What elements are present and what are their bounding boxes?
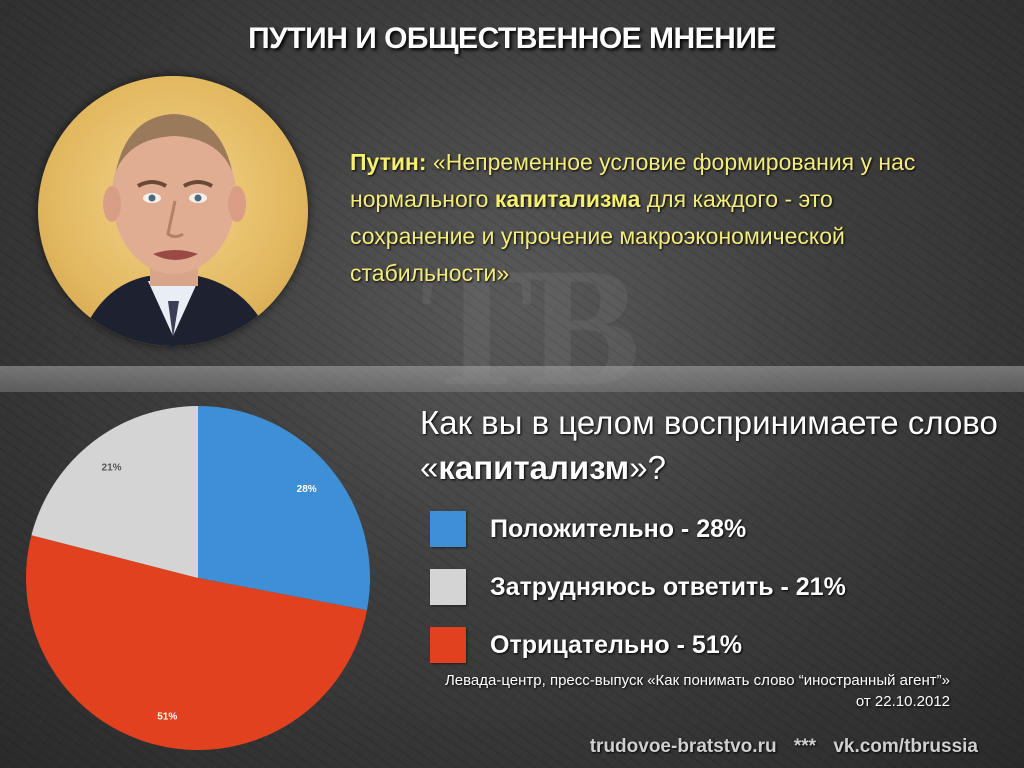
quote-speaker: Путин: — [350, 149, 427, 175]
source-line1: Левада-центр, пресс-выпуск «Как понимать… — [444, 672, 950, 689]
footer: trudovoe-bratstvo.ru *** vk.com/tbrussia — [584, 736, 984, 758]
legend-label-negative: Отрицательно - 51% — [490, 630, 742, 659]
footer-vk-link[interactable]: vk.com/tbrussia — [833, 736, 978, 757]
quote-text-part2: для каждого - это сохранение и упрочение… — [350, 186, 845, 286]
quote-highlight: капитализма — [494, 186, 641, 212]
source-line2: от 22.10.2012 — [855, 693, 950, 710]
footer-separator: *** — [793, 736, 817, 757]
pie-slice-label-0: 28% — [297, 484, 317, 495]
legend-item-positive: Положительно - 28% — [430, 500, 846, 558]
question-highlight: капитализм — [438, 449, 630, 486]
legend-item-undecided: Затрудняюсь ответить - 21% — [430, 558, 846, 616]
source-note: Левада-центр, пресс-выпуск «Как понимать… — [420, 670, 950, 712]
pie-chart: 28% 51% 21% — [25, 406, 370, 751]
legend-label-positive: Положительно - 28% — [490, 514, 747, 543]
pie-slice-0 — [198, 406, 370, 611]
pie-slice-label-2: 21% — [102, 463, 122, 474]
divider-band — [0, 366, 1024, 392]
quote-text-part1: «Непременное условие формирования у нас … — [350, 149, 916, 212]
page-title: ПУТИН И ОБЩЕСТВЕННОЕ МНЕНИЕ — [248, 22, 776, 55]
pie-slice-label-1: 51% — [157, 712, 177, 723]
portrait-image — [38, 76, 308, 346]
legend-swatch-positive — [430, 511, 466, 547]
question-text-part1: Как вы в целом воспринимаете слово « — [420, 404, 998, 486]
legend-swatch-negative — [430, 627, 466, 663]
pie-slice-2 — [31, 406, 198, 578]
survey-question: Как вы в целом воспринимаете слово «капи… — [420, 400, 1000, 490]
pie-slice-1 — [25, 535, 367, 751]
footer-site-link[interactable]: trudovoe-bratstvo.ru — [589, 736, 777, 757]
legend-swatch-undecided — [430, 569, 466, 605]
question-text-part2: »? — [629, 449, 666, 486]
person-portrait-icon — [78, 114, 273, 346]
legend-label-undecided: Затрудняюсь ответить - 21% — [490, 572, 846, 601]
chart-legend: Положительно - 28% Затрудняюсь ответить … — [430, 500, 846, 674]
quote-block: Путин: «Непременное условие формирования… — [350, 144, 960, 292]
legend-item-negative: Отрицательно - 51% — [430, 616, 846, 674]
